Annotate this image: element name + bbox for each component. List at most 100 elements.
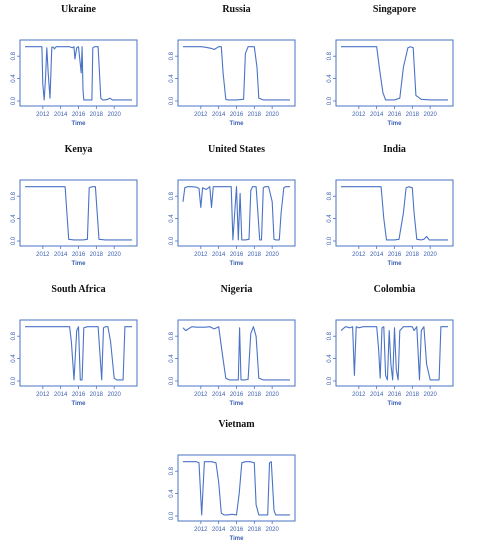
y-tick-label: 0.4 [11,354,17,363]
x-tick-label: 2016 [388,392,402,398]
chart-title-russia: Russia [222,4,250,15]
chart-title-colombia: Colombia [374,284,416,295]
x-tick-label: 2018 [248,527,262,533]
y-tick-label: 0.8 [169,466,175,475]
x-tick-label: 2014 [370,252,384,258]
y-tick-label: 0.0 [169,376,175,385]
x-tick-label: 2012 [352,252,366,258]
y-tick-label: 0.8 [169,331,175,340]
x-axis-label: Time [388,401,403,407]
x-tick-label: 2020 [423,112,437,118]
y-tick-label: 0.0 [169,96,175,105]
plot-frame [335,39,454,107]
y-tick-label: 0.8 [327,51,333,60]
series-line-nigeria [182,326,290,381]
x-tick-label: 2018 [248,252,262,258]
x-tick-label: 2014 [54,392,68,398]
y-tick-label: 0.8 [169,51,175,60]
x-tick-label: 2018 [406,392,420,398]
x-tick-label: 2018 [406,112,420,118]
chart-title-singapore: Singapore [373,4,417,15]
x-tick-label: 2020 [265,112,279,118]
x-tick-label: 2014 [370,112,384,118]
y-tick-label: 0.0 [327,236,333,245]
x-axis-label: Time [230,536,245,542]
chart-title-vietnam: Vietnam [218,419,255,430]
series-line-ukraine [25,46,132,101]
x-tick-label: 2016 [388,112,402,118]
y-tick-label: 0.4 [327,74,333,83]
series-line-united-states [182,186,290,241]
x-axis-label: Time [230,261,245,267]
panel-5: India 0.0 0.4 0.8 2012 2014 2016 2018 2020 Time [327,144,454,267]
y-tick-label: 0.0 [169,236,175,245]
x-axis-label: Time [72,261,87,267]
x-tick-label: 2012 [36,392,50,398]
x-tick-label: 2018 [248,392,262,398]
x-tick-label: 2012 [194,392,208,398]
x-tick-label: 2012 [194,527,208,533]
chart-title-ukraine: Ukraine [61,4,97,15]
x-axis-label: Time [388,121,403,127]
x-tick-label: 2016 [230,252,244,258]
y-tick-label: 0.0 [11,376,17,385]
x-tick-label: 2014 [212,252,226,258]
x-tick-label: 2018 [90,112,104,118]
y-tick-label: 0.4 [169,354,175,363]
y-tick-label: 0.4 [11,214,17,223]
y-tick-label: 0.0 [11,96,17,105]
x-tick-label: 2016 [72,392,86,398]
plot-frame [335,179,454,247]
y-tick-label: 0.0 [327,376,333,385]
x-tick-label: 2020 [423,252,437,258]
panel-3: Kenya 0.0 0.4 0.8 2012 2014 2016 2018 2020 Time [11,144,138,267]
x-tick-label: 2014 [212,392,226,398]
x-axis-label: Time [230,121,245,127]
x-tick-label: 2014 [212,527,226,533]
x-tick-label: 2016 [72,112,86,118]
x-tick-label: 2020 [265,252,279,258]
y-tick-label: 0.0 [327,96,333,105]
plot-frame [177,319,296,387]
series-line-russia [183,46,290,101]
series-line-kenya [25,186,132,241]
x-tick-label: 2020 [107,112,121,118]
panel-9: Vietnam 0.0 0.4 0.8 2012 2014 2016 2018 2020 Time [169,419,296,542]
series-line-singapore [341,46,448,101]
panel-2: Singapore 0.0 0.4 0.8 2012 2014 2016 2018 2020 Ti… [327,4,454,127]
x-tick-label: 2020 [107,392,121,398]
x-tick-label: 2014 [370,392,384,398]
x-tick-label: 2016 [388,252,402,258]
x-tick-label: 2012 [352,392,366,398]
y-tick-label: 0.8 [327,331,333,340]
x-tick-label: 2012 [194,252,208,258]
y-tick-label: 0.4 [169,74,175,83]
chart-title-india: India [383,144,406,155]
x-tick-label: 2018 [248,112,262,118]
x-tick-label: 2012 [36,112,50,118]
x-tick-label: 2020 [265,527,279,533]
x-tick-label: 2012 [36,252,50,258]
series-line-india [341,186,448,241]
panel-4: United States 0.0 0.4 0.8 2012 2014 2016 2018 20… [169,144,296,267]
y-tick-label: 0.8 [11,51,17,60]
x-tick-label: 2014 [54,112,68,118]
x-tick-label: 2016 [230,527,244,533]
x-axis-label: Time [72,401,87,407]
x-tick-label: 2018 [406,252,420,258]
panel-7: Nigeria 0.0 0.4 0.8 2012 2014 2016 2018 2020 Time [169,284,296,407]
panel-8: Colombia 0.0 0.4 0.8 2012 2014 2016 2018 2020 Tim… [327,284,454,407]
y-tick-label: 0.4 [169,489,175,498]
x-tick-label: 2020 [423,392,437,398]
x-tick-label: 2020 [265,392,279,398]
plot-frame [177,39,296,107]
x-tick-label: 2012 [352,112,366,118]
x-axis-label: Time [230,401,245,407]
panel-6: South Africa 0.0 0.4 0.8 2012 2014 2016 2018 202… [11,284,138,407]
y-tick-label: 0.0 [169,511,175,520]
panel-1: Russia 0.0 0.4 0.8 2012 2014 2016 2018 2020 Time [169,4,296,127]
chart-title-kenya: Kenya [65,144,93,155]
plot-frame [19,179,138,247]
chart-title-south-africa: South Africa [51,284,105,295]
